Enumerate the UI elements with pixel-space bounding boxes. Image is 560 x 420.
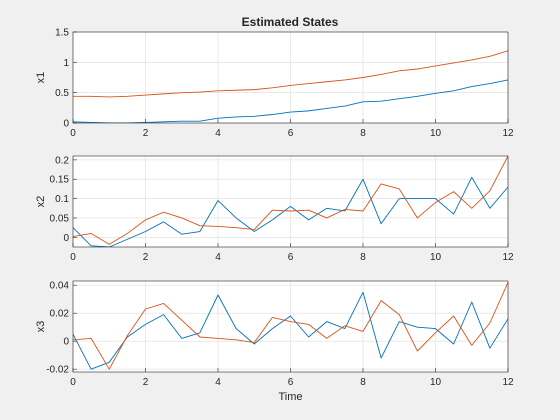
y-tick-label: 0.04 xyxy=(50,281,70,292)
y-tick-label: 1.5 xyxy=(55,28,69,39)
x-tick-label: 8 xyxy=(360,377,366,388)
series-line-2 xyxy=(73,50,508,98)
x-tick-label: 0 xyxy=(70,377,76,388)
x-tick-label: 6 xyxy=(288,252,294,263)
y-axis-label: x1 xyxy=(35,72,47,84)
x-tick-label: 2 xyxy=(143,252,149,263)
y-tick-label: 0 xyxy=(63,119,69,130)
series-line-2 xyxy=(73,156,508,245)
x-tick-label: 6 xyxy=(288,377,294,388)
y-tick-label: 0 xyxy=(63,233,69,244)
y-tick-label: 0.1 xyxy=(55,194,69,205)
tick-marks: 0 2 4 6 8 10 12 0 0.5 1 1.5 xyxy=(55,28,514,140)
y-axis-label: x2 xyxy=(35,196,47,208)
y-tick-label: 0.05 xyxy=(50,213,70,224)
y-tick-label: 0.02 xyxy=(50,309,70,320)
data-series xyxy=(73,156,508,247)
tick-marks: 0 2 4 6 8 10 12 0 0.05 0.1 0.15 0.2 xyxy=(50,155,514,263)
x-axis-label: Time xyxy=(278,391,302,403)
x-tick-label: 12 xyxy=(502,252,514,263)
x-tick-label: 12 xyxy=(502,128,514,139)
x-tick-label: 8 xyxy=(360,252,366,263)
x-tick-label: 0 xyxy=(70,128,76,139)
grid-lines xyxy=(72,281,509,372)
x-tick-label: 2 xyxy=(143,377,149,388)
y-tick-label: 0.5 xyxy=(55,88,69,99)
x-tick-label: 8 xyxy=(360,128,366,139)
x-tick-label: 4 xyxy=(215,252,221,263)
plot-x2: 0 2 4 6 8 10 12 0 0.05 0.1 0.15 0.2 x2 xyxy=(35,155,514,263)
x-tick-label: 4 xyxy=(215,377,221,388)
y-tick-label: 0.2 xyxy=(55,155,69,166)
series-line-1 xyxy=(73,176,508,247)
data-series xyxy=(73,282,508,370)
y-tick-label: 0.15 xyxy=(50,175,70,186)
x-tick-label: 12 xyxy=(502,377,514,388)
x-tick-label: 6 xyxy=(288,128,294,139)
y-tick-label: 0 xyxy=(63,337,69,348)
x-tick-label: 10 xyxy=(430,377,442,388)
series-line-2 xyxy=(73,282,508,370)
x-tick-label: 0 xyxy=(70,252,76,263)
series-line-1 xyxy=(73,291,508,370)
y-tick-label: -0.02 xyxy=(46,365,69,376)
x-tick-label: 10 xyxy=(430,252,442,263)
x-tick-label: 10 xyxy=(430,128,442,139)
y-axis-label: x3 xyxy=(35,321,47,333)
chart-title: Estimated States xyxy=(242,15,339,29)
plot-x1: 0 2 4 6 8 10 12 0 0.5 1 1.5 x1 xyxy=(35,28,514,140)
x-tick-label: 4 xyxy=(215,128,221,139)
y-tick-label: 1 xyxy=(63,58,69,69)
x-tick-label: 2 xyxy=(143,128,149,139)
